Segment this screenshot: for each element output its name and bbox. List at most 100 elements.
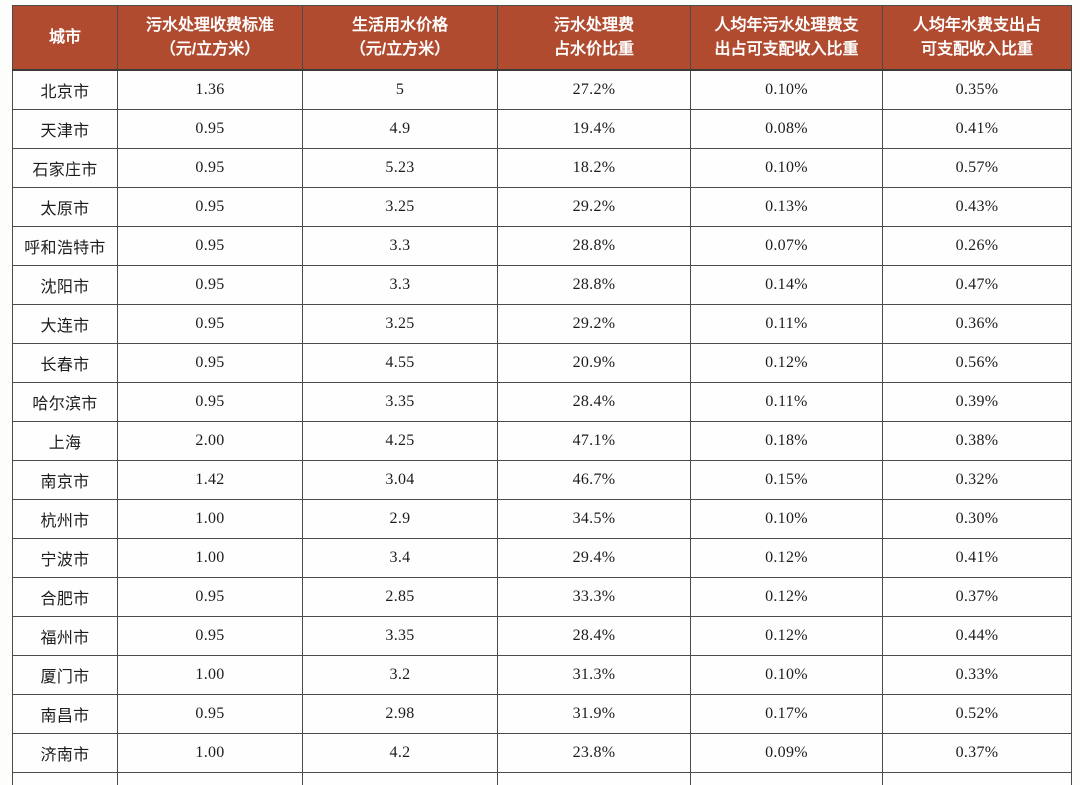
header-sublabel: 出占可支配收入比重 <box>714 40 859 58</box>
city-cell: 石家庄市 <box>12 148 118 188</box>
header-label: 人均年污水处理费支 <box>714 16 859 34</box>
value-cell: 3.04 <box>302 460 498 500</box>
value-cell: 0.32% <box>882 460 1072 500</box>
value-cell: 0.13% <box>690 187 883 227</box>
value-cell: 0.37% <box>882 733 1072 773</box>
value-cell: 29.2% <box>497 187 691 227</box>
header-sublabel: 占水价比重 <box>553 40 634 58</box>
table-row: 长春市 0.95 4.55 20.9% 0.12% 0.56% <box>12 343 1072 383</box>
value-cell: 0.95 <box>117 109 303 149</box>
value-cell: 0.95 <box>117 187 303 227</box>
table-row: 北京市 1.36 5 27.2% 0.10% 0.35% <box>12 69 1072 110</box>
value-cell: 3.35 <box>302 382 498 422</box>
value-cell: 3.3 <box>302 226 498 266</box>
header-label: 人均年水费支出占 <box>912 16 1041 34</box>
value-cell: 5 <box>302 69 498 110</box>
value-cell: 4.2 <box>302 733 498 773</box>
header-sublabel: 可支配收入比重 <box>920 40 1033 58</box>
header-cell-2: 生活用水价格 （元/立方米） <box>302 5 498 71</box>
city-cell: 长春市 <box>12 343 118 383</box>
table-body: 北京市 1.36 5 27.2% 0.10% 0.35% 天津市 0.95 4.9 19.4% 0.… <box>12 69 1072 785</box>
value-cell: 5.23 <box>302 148 498 188</box>
value-cell: 0.10% <box>690 148 883 188</box>
value-cell: 0.95 <box>117 148 303 188</box>
table-row: 哈尔滨市 0.95 3.35 28.4% 0.11% 0.39% <box>12 382 1072 422</box>
value-cell: 0.11% <box>690 304 883 344</box>
value-cell: 4.25 <box>302 421 498 461</box>
table-row: 宁波市 1.00 3.4 29.4% 0.12% 0.41% <box>12 538 1072 578</box>
value-cell: 29.2% <box>497 304 691 344</box>
city-cell: 太原市 <box>12 187 118 227</box>
value-cell: 0.95 <box>117 616 303 656</box>
value-cell: 27.2% <box>497 69 691 110</box>
value-cell: 0.36% <box>882 304 1072 344</box>
value-cell: 47.1% <box>497 421 691 461</box>
value-cell: 0.33% <box>882 655 1072 695</box>
value-cell: 33.3% <box>497 577 691 617</box>
value-cell: 0.95 <box>117 694 303 734</box>
value-cell: 0.57% <box>882 148 1072 188</box>
value-cell: 0.41% <box>882 538 1072 578</box>
value-cell: 3.2 <box>302 655 498 695</box>
table-row: 上海 2.00 4.25 47.1% 0.18% 0.38% <box>12 421 1072 461</box>
value-cell: 3.25 <box>302 304 498 344</box>
table-row: 呼和浩特市 0.95 3.3 28.8% 0.07% 0.26% <box>12 226 1072 266</box>
header-row: 城市 污水处理收费标准 （元/立方米） 生活用水价格 （元/立方米） 污水处理费 占水价比重… <box>12 5 1072 71</box>
city-cell: 杭州市 <box>12 499 118 539</box>
value-cell: 2.85 <box>302 577 498 617</box>
partial-cutoff-row <box>12 772 1072 785</box>
value-cell: 0.18% <box>690 421 883 461</box>
value-cell: 20.9% <box>497 343 691 383</box>
table-row: 合肥市 0.95 2.85 33.3% 0.12% 0.37% <box>12 577 1072 617</box>
value-cell: 1.00 <box>117 733 303 773</box>
value-cell: 31.9% <box>497 694 691 734</box>
table-row: 厦门市 1.00 3.2 31.3% 0.10% 0.33% <box>12 655 1072 695</box>
value-cell: 0.95 <box>117 304 303 344</box>
header-label: 城市 <box>48 28 81 46</box>
city-cell: 合肥市 <box>12 577 118 617</box>
header-cell-1: 污水处理收费标准 （元/立方米） <box>117 5 303 71</box>
scanned-table-page: 城市 污水处理收费标准 （元/立方米） 生活用水价格 （元/立方米） 污水处理费 占水价比重… <box>12 5 1072 785</box>
empty-cell <box>882 772 1072 785</box>
value-cell: 0.12% <box>690 343 883 383</box>
header-label: 污水处理收费标准 <box>145 16 274 34</box>
value-cell: 31.3% <box>497 655 691 695</box>
value-cell: 0.44% <box>882 616 1072 656</box>
value-cell: 1.00 <box>117 538 303 578</box>
city-cell: 南京市 <box>12 460 118 500</box>
value-cell: 3.25 <box>302 187 498 227</box>
value-cell: 1.42 <box>117 460 303 500</box>
value-cell: 0.52% <box>882 694 1072 734</box>
value-cell: 28.4% <box>497 382 691 422</box>
value-cell: 0.41% <box>882 109 1072 149</box>
value-cell: 0.39% <box>882 382 1072 422</box>
value-cell: 0.38% <box>882 421 1072 461</box>
value-cell: 0.35% <box>882 69 1072 110</box>
value-cell: 0.95 <box>117 343 303 383</box>
city-cell: 沈阳市 <box>12 265 118 305</box>
table-row: 天津市 0.95 4.9 19.4% 0.08% 0.41% <box>12 109 1072 149</box>
city-cell: 哈尔滨市 <box>12 382 118 422</box>
empty-cell <box>302 772 498 785</box>
header-cell-5: 人均年水费支出占 可支配收入比重 <box>882 5 1072 71</box>
value-cell: 28.8% <box>497 265 691 305</box>
value-cell: 1.00 <box>117 655 303 695</box>
value-cell: 23.8% <box>497 733 691 773</box>
value-cell: 0.15% <box>690 460 883 500</box>
value-cell: 28.4% <box>497 616 691 656</box>
value-cell: 2.9 <box>302 499 498 539</box>
city-cell: 厦门市 <box>12 655 118 695</box>
city-cell: 济南市 <box>12 733 118 773</box>
value-cell: 0.95 <box>117 382 303 422</box>
value-cell: 2.98 <box>302 694 498 734</box>
empty-cell <box>690 772 883 785</box>
value-cell: 0.37% <box>882 577 1072 617</box>
value-cell: 0.08% <box>690 109 883 149</box>
table-row: 济南市 1.00 4.2 23.8% 0.09% 0.37% <box>12 733 1072 773</box>
city-cell: 北京市 <box>12 69 118 110</box>
table-row: 南京市 1.42 3.04 46.7% 0.15% 0.32% <box>12 460 1072 500</box>
table-row: 杭州市 1.00 2.9 34.5% 0.10% 0.30% <box>12 499 1072 539</box>
value-cell: 0.07% <box>690 226 883 266</box>
value-cell: 0.43% <box>882 187 1072 227</box>
table-row: 福州市 0.95 3.35 28.4% 0.12% 0.44% <box>12 616 1072 656</box>
